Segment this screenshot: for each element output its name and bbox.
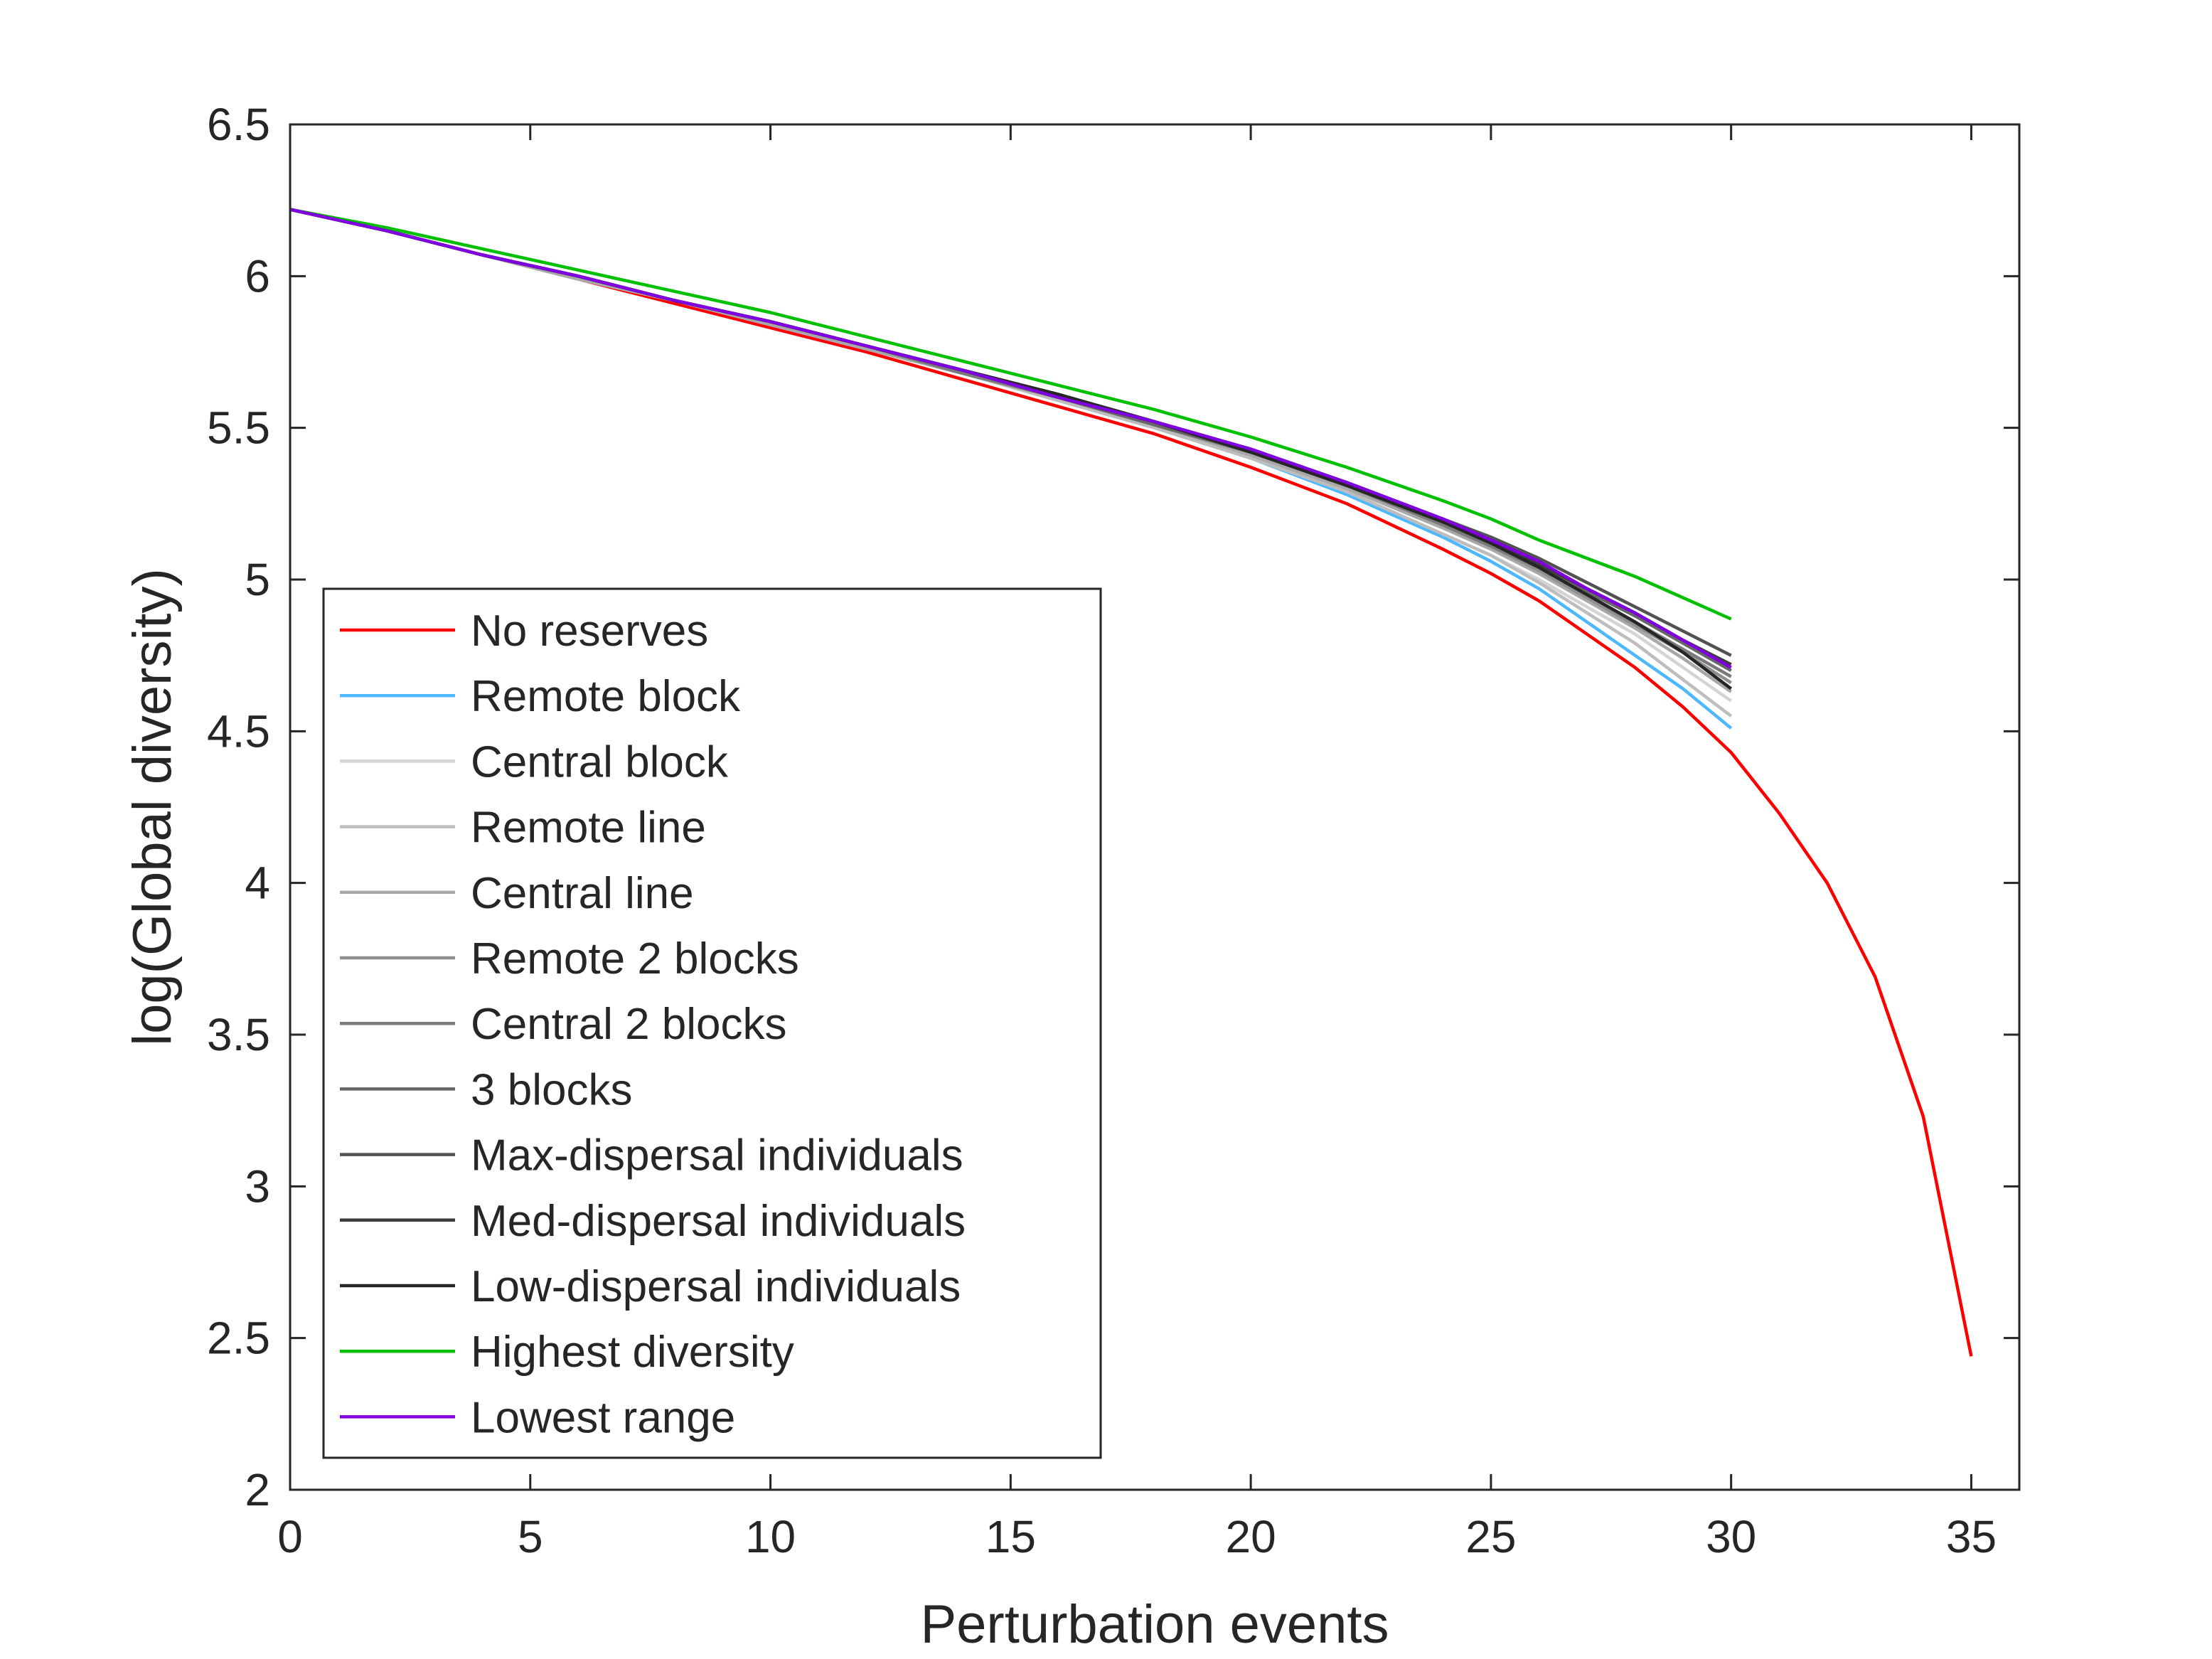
legend-label: Low-dispersal individuals <box>471 1262 961 1311</box>
x-tick-label: 15 <box>985 1511 1036 1562</box>
legend-label: 3 blocks <box>471 1065 632 1114</box>
x-tick-label: 5 <box>518 1511 543 1562</box>
legend-label: Max-dispersal individuals <box>471 1131 963 1180</box>
legend-label: Central 2 blocks <box>471 1000 787 1049</box>
y-tick-label: 6 <box>245 250 270 302</box>
tick-layer: 0 5 10 15 20 25 30 35 2 2.5 3 3.5 4 4.5 5 5.5 6 6.5 <box>207 99 2019 1562</box>
y-axis-label: log(Global diversity) <box>122 568 183 1046</box>
x-axis-label: Perturbation events <box>920 1594 1389 1655</box>
y-tick-label: 3 <box>245 1161 270 1212</box>
y-tick-label: 2.5 <box>207 1313 270 1364</box>
series-line-12 <box>289 208 1732 669</box>
x-tick-label: 25 <box>1465 1511 1516 1562</box>
x-tick-label: 0 <box>277 1511 303 1562</box>
y-tick-label: 2 <box>245 1464 270 1515</box>
y-tick-label: 3.5 <box>207 1009 270 1060</box>
y-tick-label: 6.5 <box>207 99 270 150</box>
legend-label: Central block <box>471 737 729 786</box>
x-tick-label: 20 <box>1226 1511 1276 1562</box>
series-line-0 <box>289 208 1973 1357</box>
y-tick-label: 5.5 <box>207 402 270 454</box>
legend-label: Remote line <box>471 804 706 853</box>
x-tick-label: 30 <box>1706 1511 1756 1562</box>
y-tick-label: 4.5 <box>207 705 270 757</box>
legend-label: Remote 2 blocks <box>471 934 799 983</box>
legend-label: Remote block <box>471 672 741 721</box>
x-tick-label: 35 <box>1946 1511 1997 1562</box>
legend-label: Lowest range <box>471 1393 735 1442</box>
legend-label: Highest diversity <box>471 1328 794 1377</box>
y-tick-label: 4 <box>245 858 270 909</box>
plot-frame <box>289 123 2021 1491</box>
legend-label: Central line <box>471 869 694 918</box>
y-tick-label: 5 <box>245 554 270 605</box>
legend-label: No reserves <box>471 607 708 656</box>
x-tick-label: 10 <box>745 1511 796 1562</box>
series-layer <box>289 208 1973 1357</box>
legend: No reserves Remote block Central block Remo… <box>322 587 1102 1459</box>
legend-entries: No reserves Remote block Central block Remo… <box>340 607 966 1442</box>
legend-label: Med-dispersal individuals <box>471 1197 966 1246</box>
series-line-11 <box>289 208 1732 621</box>
